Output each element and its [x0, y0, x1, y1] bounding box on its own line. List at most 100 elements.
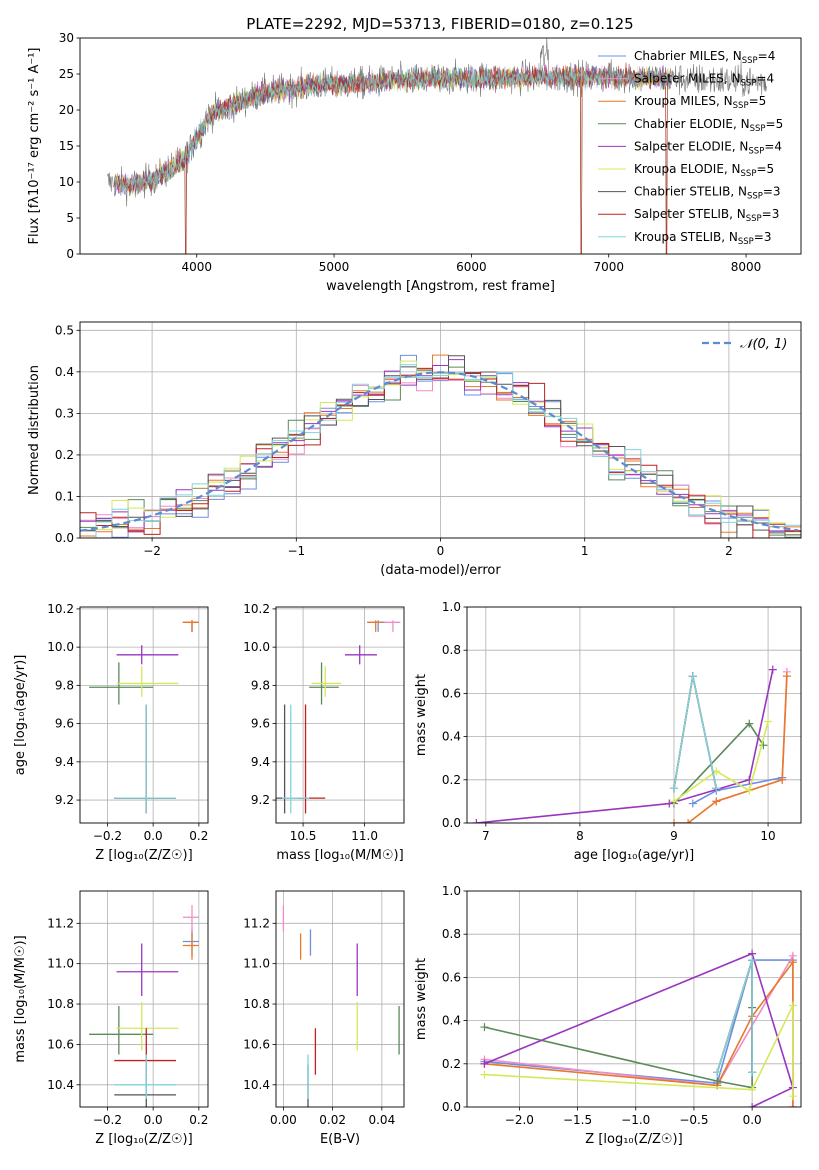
plot-area [80, 607, 208, 823]
x-tick-label: 1 [581, 544, 589, 558]
marker-plus [480, 1023, 489, 1032]
y-tick-label: 11.2 [47, 916, 74, 930]
series-kroupa-elodie [669, 717, 773, 806]
marker-plus [713, 1068, 722, 1077]
x-tick-label: 0.04 [368, 1113, 395, 1127]
chart-title: PLATE=2292, MJD=53713, FIBERID=0180, z=0… [246, 15, 633, 33]
y-axis-label: mass weight [414, 958, 429, 1040]
series-line [673, 721, 769, 803]
histogram-kroupa-miles [80, 354, 801, 537]
legend-subscript: SSP [750, 124, 766, 134]
axes-frame [79, 890, 209, 1108]
legend-subscript: SSP [748, 146, 764, 156]
marker-plus [665, 799, 674, 808]
legend-subscript: SSP [746, 214, 762, 224]
y-tick-label: 9.4 [55, 755, 74, 769]
y-tick-label: 1.0 [442, 600, 461, 614]
marker-plus [669, 797, 678, 806]
normal-curve [80, 371, 799, 532]
errorbar-salpeter-elodie [344, 645, 377, 665]
model-spectrum-salpeter-stelib [114, 62, 671, 254]
plot-area [107, 38, 767, 254]
x-tick-label: −1 [287, 544, 305, 558]
y-tick-label: 0.0 [55, 531, 74, 545]
x-tick-label: 0.2 [189, 829, 208, 843]
legend-entry: Chabrier ELODIE, NSSP=5 [634, 117, 783, 134]
x-axis-label: (data-model)/error [380, 563, 501, 578]
marker-plus [748, 1068, 757, 1077]
marker-plus [684, 819, 693, 823]
chart-mass-vs-EBV: 0.00 0.02 0.04 10.4 10.6 10.8 11.0 11.2 E(B-V) [243, 890, 405, 1147]
series-salpeter-elodie [472, 665, 777, 823]
legend-value: =5 [756, 162, 774, 176]
errorbar-kroupa-stelib [114, 704, 176, 814]
x-tick-label: 8000 [731, 260, 762, 274]
y-tick-label: 1.0 [442, 884, 461, 898]
marker-plus [712, 767, 721, 776]
errorbar-chabrier-stelib [276, 704, 304, 814]
x-tick-label: 0.00 [270, 1113, 297, 1127]
errorbar-salpeter-stelib [114, 1028, 176, 1075]
y-axis-label: mass weight [414, 674, 429, 756]
series-line [484, 952, 794, 1107]
marker-plus [748, 1103, 757, 1107]
legend-entry: 𝒩(0, 1) [740, 337, 787, 352]
legend-value: =4 [756, 72, 774, 86]
legend-entry: Chabrier STELIB, NSSP=3 [634, 185, 781, 202]
marker-plus [748, 956, 757, 965]
y-tick-label: 10.0 [243, 640, 270, 654]
x-tick-label: 4000 [181, 260, 212, 274]
x-axis-label: Z [log₁₀(Z/Z☉)] [95, 848, 192, 863]
legend-value: =3 [754, 230, 772, 244]
marker-plus [472, 819, 481, 823]
marker-plus [788, 1092, 797, 1101]
x-tick-label: 0.02 [319, 1113, 346, 1127]
chart-age-vs-Z: −0.2 0.0 0.2 9.2 9.4 9.6 9.8 10.0 10.2 Z [log₁₀(Z… [13, 602, 209, 863]
errorbar-kroupa-stelib [282, 704, 310, 814]
errorbar-kroupa-miles [367, 620, 384, 632]
x-tick-label: 10 [760, 829, 775, 843]
histogram-salpeter-stelib [80, 368, 801, 538]
y-tick-label: 0 [66, 247, 74, 261]
y-tick-label: 10.2 [47, 602, 74, 616]
y-tick-label: 0.5 [55, 323, 74, 337]
plot-area [276, 891, 404, 1107]
y-tick-label: 11.0 [47, 957, 74, 971]
plot-area [467, 891, 801, 1107]
marker-plus [713, 1077, 722, 1086]
plot-area [467, 607, 801, 823]
y-tick-label: 0.2 [55, 448, 74, 462]
y-tick-label: 10.8 [243, 997, 270, 1011]
y-tick-label: 30 [59, 31, 74, 45]
series-kroupa-stelib [713, 956, 757, 1077]
y-tick-label: 0.4 [442, 1014, 461, 1028]
legend-value: =5 [749, 94, 767, 108]
marker-plus [688, 672, 697, 681]
series-line [673, 675, 718, 789]
errorbar-kroupa-elodie [311, 666, 342, 697]
legend-entry: Salpeter MILES, NSSP=4 [634, 72, 774, 89]
y-tick-label: 20 [59, 103, 74, 117]
x-axis-label: wavelength [Angstrom, rest frame] [326, 279, 555, 294]
errorbar-chabrier-elodie [89, 1006, 154, 1055]
series-kroupa-miles [669, 672, 791, 823]
x-tick-label: 9 [670, 829, 678, 843]
legend-value: =4 [764, 139, 782, 153]
x-axis-label: age [log₁₀(age/yr)] [574, 848, 695, 863]
y-tick-label: 10.6 [47, 1037, 74, 1051]
histogram-kroupa-stelib [80, 364, 801, 538]
legend: Chabrier MILES, NSSP=4 Salpeter MILES, NS… [598, 49, 783, 247]
marker-plus [745, 719, 754, 728]
errorbar-salpeter-stelib [114, 704, 176, 814]
errorbar-kroupa-stelib [114, 1054, 176, 1099]
model-spectrum-kroupa-miles [114, 64, 671, 254]
x-tick-label: −0.2 [93, 829, 122, 843]
errorbar-chabrier-miles [182, 929, 199, 956]
y-axis-label: Normed distribution [27, 365, 42, 495]
legend-entry: Salpeter ELODIE, NSSP=4 [634, 139, 782, 156]
y-tick-label: 15 [59, 139, 74, 153]
chart-mass-vs-Z: −0.2 0.0 0.2 10.4 10.6 10.8 11.0 11.2 Z [log₁₀(Z… [13, 890, 209, 1147]
errorbar-chabrier-stelib [114, 1064, 176, 1107]
y-tick-label: 10 [59, 175, 74, 189]
series-line [692, 776, 783, 805]
